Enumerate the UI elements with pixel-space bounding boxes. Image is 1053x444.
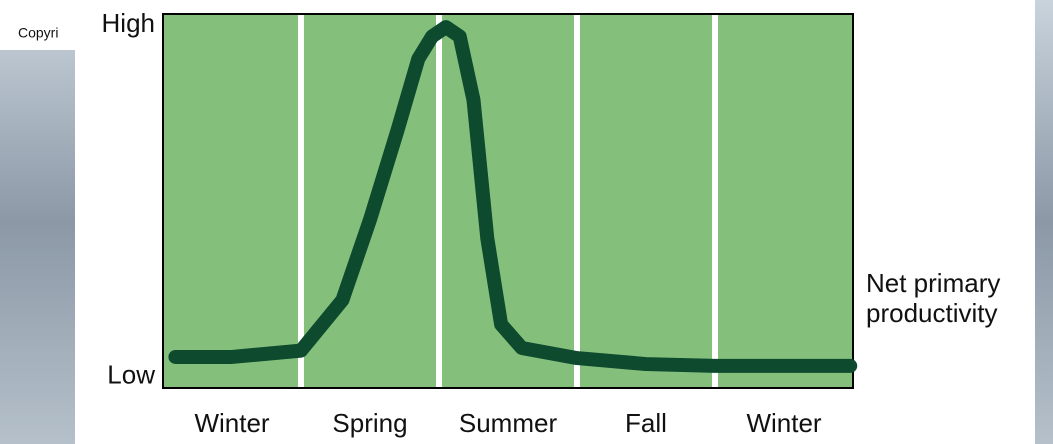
x-tick-label: Winter [194, 408, 269, 438]
x-tick-label: Summer [459, 408, 558, 438]
plot-border [162, 13, 854, 389]
y-tick-label: High [102, 8, 155, 38]
x-tick-label: Spring [332, 408, 407, 438]
x-tick-label: Fall [625, 408, 667, 438]
y-tick-label: Low [107, 360, 155, 390]
corner [0, 0, 160, 50]
x-tick-label: Winter [746, 408, 821, 438]
copyright: Copyri [18, 25, 58, 41]
series-line [168, 20, 858, 373]
series-label: Net primary productivity [866, 268, 1001, 328]
